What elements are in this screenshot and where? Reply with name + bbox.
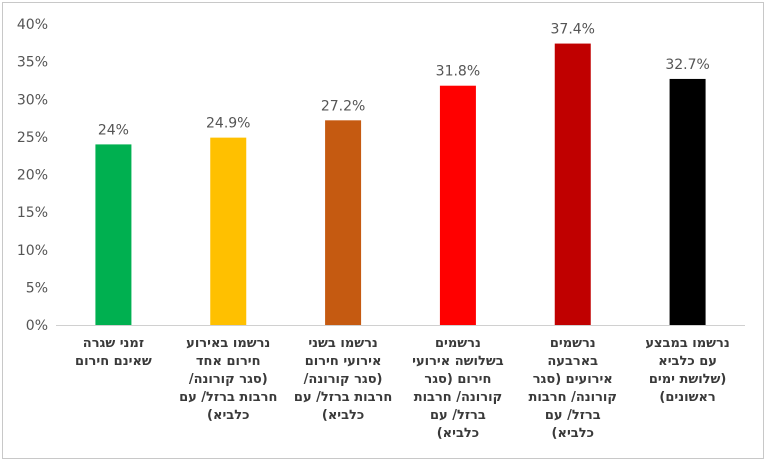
x-category-label-line: בשלושה אירועי [412, 354, 504, 369]
x-category-label-line: נרשמים [435, 336, 481, 351]
x-category-label: נרשמים בארבעה אירועים (סגר קורונה/ חרבות ברז… [529, 336, 617, 441]
x-category-label: נרשמו בשני אירועי חירום (סגר קורונה/חרבות … [294, 336, 392, 423]
y-axis: 0% 5% 10% 15% 20% 25% 30% 35% 40% [17, 17, 745, 334]
x-category-label-line: קורונה/ חרבות [414, 390, 502, 405]
x-category-label-line: ראשונים) [659, 390, 715, 405]
x-category-label-line: חירום אחד [196, 354, 261, 369]
y-tick-label: 30% [17, 92, 48, 108]
x-category-label-line: חרבות ברזל/ עם [294, 390, 392, 405]
x-category-label-line: ברזל/ עם [430, 408, 486, 423]
x-category-label: נרשמו באירוע חירום אחד (סגר קורונה/חרבות ב… [179, 336, 277, 423]
x-category-label-line: כלביא) [552, 426, 594, 441]
x-category-label-line: (סגר קורונה/ [189, 372, 268, 387]
data-label: 31.8% [436, 64, 480, 80]
x-category-label-line: נרשמו בשני [308, 336, 377, 351]
data-label: 24% [98, 122, 129, 138]
x-category-label-line: חירום (סגר [424, 372, 491, 387]
x-category-label: נרשמו במבצע עם כלביא (שלושת ימים ראשונים) [645, 336, 729, 405]
y-tick-label: 5% [26, 280, 48, 296]
y-tick-label: 35% [17, 55, 48, 71]
bar [554, 43, 591, 325]
x-category-label-line: נרשמו באירוע [186, 336, 270, 351]
data-label: 24.9% [206, 116, 250, 132]
y-tick-label: 20% [17, 168, 48, 184]
data-label: 37.4% [551, 22, 595, 38]
bar [210, 137, 247, 325]
x-category-label-line: בארבעה [547, 354, 598, 369]
x-category-label-line: עם כלביא [658, 354, 717, 369]
x-category-label-line: שאינם חירום [75, 354, 152, 369]
x-category-label-line: ברזל/ עם [545, 408, 601, 423]
bars [95, 43, 706, 326]
x-category-label-line: כלביא) [207, 408, 249, 423]
bar [669, 78, 706, 326]
y-tick-label: 10% [17, 243, 48, 259]
x-category-label-line: זמני שגרה [83, 336, 144, 351]
y-tick-label: 15% [17, 205, 48, 221]
y-tick-label: 40% [17, 17, 48, 33]
x-category-label-line: נרשמו במבצע [645, 336, 729, 351]
x-category-label-line: (סגר קורונה/ [304, 372, 383, 387]
data-label: 32.7% [665, 57, 709, 73]
bar [439, 85, 476, 325]
x-category-label-line: נרשמים [550, 336, 596, 351]
x-category-label: זמני שגרה שאינם חירום [75, 336, 152, 369]
x-category-label-line: אירועים (סגר [533, 372, 613, 387]
y-tick-label: 0% [26, 318, 48, 334]
data-labels: 24% 24.9% 27.2% 31.8% 37.4% 32.7% [98, 22, 710, 139]
x-category-label: נרשמים בשלושה אירועי חירום (סגר קורונה/ חרב… [412, 336, 504, 441]
x-category-label-line: כלביא) [322, 408, 364, 423]
y-tick-label: 25% [17, 130, 48, 146]
x-category-label-line: (שלושת ימים [649, 372, 727, 387]
x-category-label-line: אירועי חירום [305, 354, 382, 369]
data-label: 27.2% [321, 98, 365, 114]
x-category-label-line: קורונה/ חרבות [529, 390, 617, 405]
x-category-label-line: כלביא) [437, 426, 479, 441]
x-category-label-line: חרבות ברזל/ עם [179, 390, 277, 405]
bar [325, 120, 362, 325]
x-axis-labels: זמני שגרה שאינם חירום נרשמו באירוע חירום אח… [75, 336, 730, 441]
bar [95, 144, 132, 325]
